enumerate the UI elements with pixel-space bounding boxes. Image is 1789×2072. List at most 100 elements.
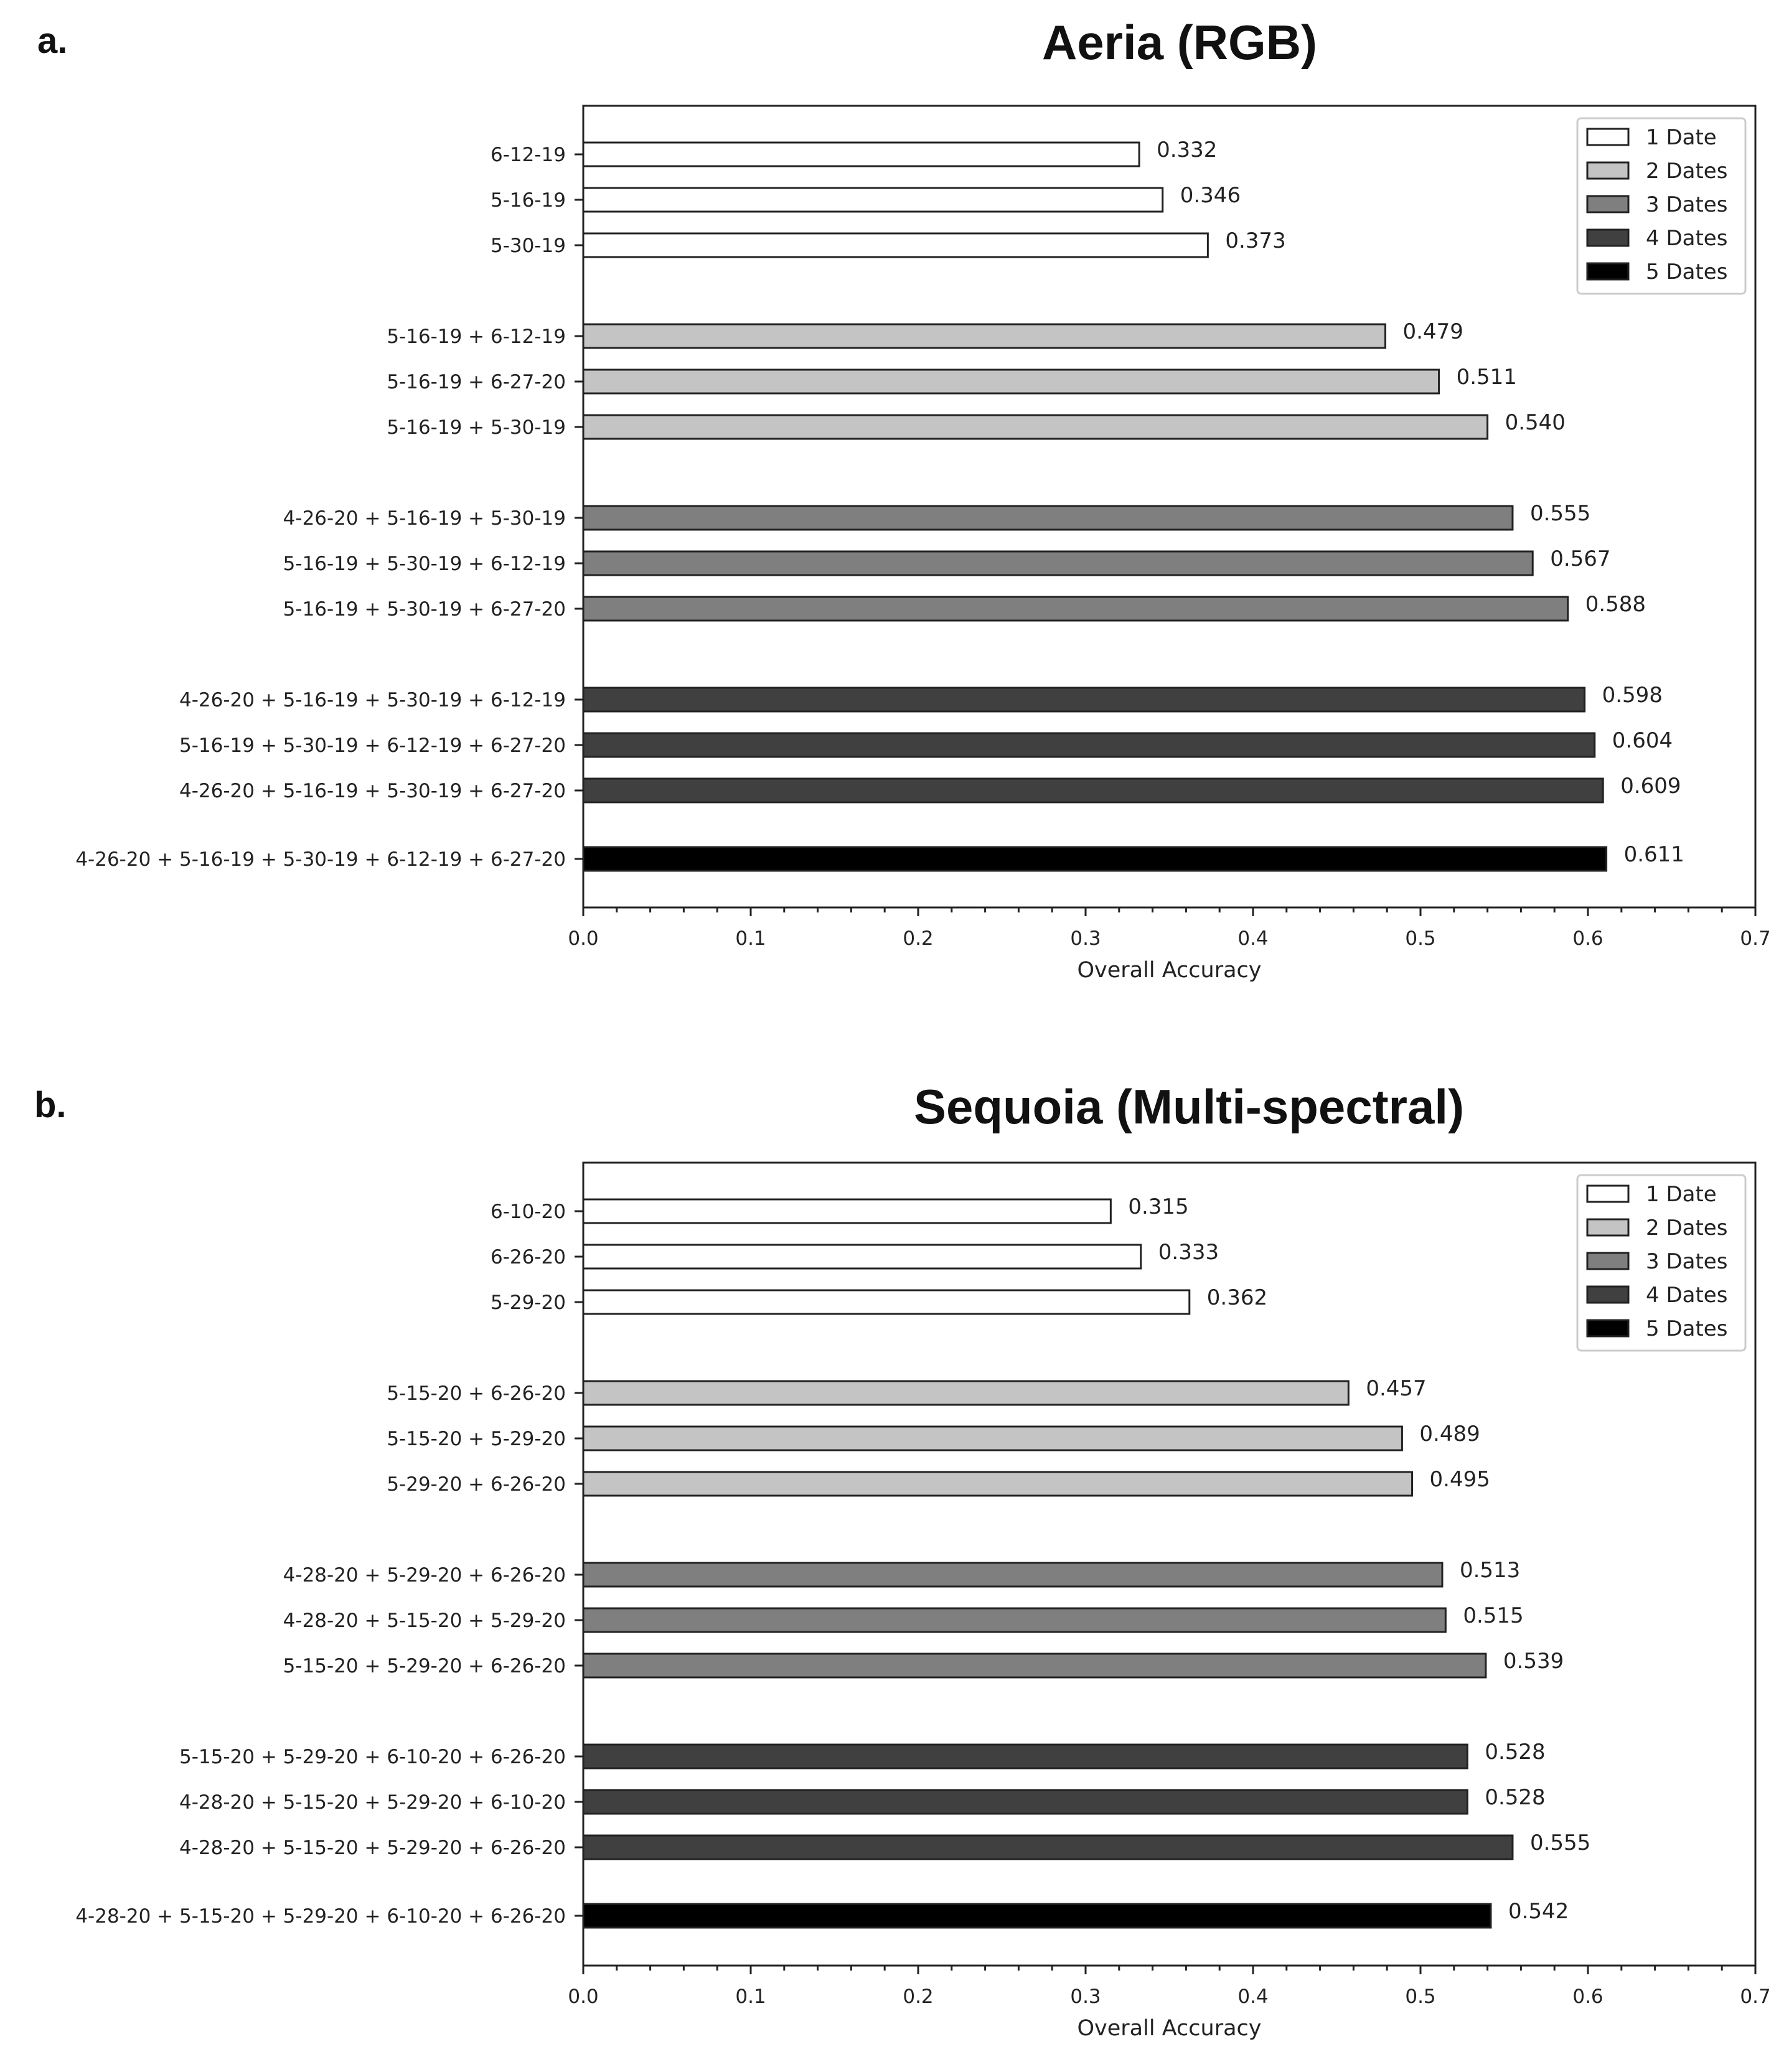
bar-value-label: 0.457 (1366, 1376, 1426, 1401)
bar-value-label: 0.567 (1550, 546, 1610, 571)
bar-value-label: 0.539 (1503, 1649, 1564, 1674)
bar-value-label: 0.489 (1419, 1422, 1480, 1446)
legend-swatch (1586, 161, 1630, 180)
y-tick-label: 5-29-20 (491, 1291, 566, 1314)
x-tick-label: 0.6 (1572, 1985, 1603, 2008)
y-tick-label: 5-16-19 + 6-27-20 (387, 371, 566, 393)
chart-title: Sequoia (Multi-spectral) (914, 1079, 1464, 1134)
bar (582, 187, 1164, 213)
bar (582, 1380, 1350, 1406)
bar (582, 414, 1489, 440)
bar (582, 777, 1604, 804)
y-tick-label: 4-28-20 + 5-15-20 + 5-29-20 + 6-10-20 (179, 1791, 566, 1814)
legend-swatch (1586, 1319, 1630, 1338)
bar (582, 1562, 1444, 1588)
x-tick-label: 0.7 (1740, 1985, 1770, 2008)
x-tick-label: 0.2 (903, 1985, 933, 2008)
y-tick-label: 4-28-20 + 5-15-20 + 5-29-20 + 6-26-20 (179, 1837, 566, 1859)
bar-value-label: 0.540 (1505, 410, 1566, 435)
legend-label: 3 Dates (1646, 1249, 1727, 1274)
bar-value-label: 0.479 (1403, 319, 1463, 344)
bar-value-label: 0.528 (1485, 1785, 1545, 1810)
bar-value-label: 0.315 (1128, 1194, 1188, 1219)
bar (582, 1789, 1468, 1815)
y-tick-label: 4-26-20 + 5-16-19 + 5-30-19 + 6-27-20 (179, 780, 566, 802)
panel-b: b. Sequoia (Multi-spectral) 0.0 0.1 0.2 0.3 0.… (34, 1079, 1771, 2041)
y-tick-label: 4-26-20 + 5-16-19 + 5-30-19 + 6-12-19 (179, 689, 566, 711)
x-tick-label: 0.2 (903, 927, 933, 950)
x-axis-label: Overall Accuracy (1078, 958, 1262, 983)
panel-label: a. (37, 21, 67, 61)
y-tick-label: 4-26-20 + 5-16-19 + 5-30-19 + 6-12-19 + … (75, 848, 566, 871)
bar (582, 141, 1140, 167)
y-tick-label: 5-15-20 + 5-29-20 + 6-10-20 + 6-26-20 (179, 1746, 566, 1768)
y-tick-label: 4-28-20 + 5-29-20 + 6-26-20 (283, 1564, 566, 1587)
bar-value-label: 0.495 (1430, 1467, 1490, 1492)
legend-swatch (1586, 128, 1630, 146)
legend-label: 4 Dates (1646, 1283, 1727, 1308)
y-tick-label: 5-29-20 + 6-26-20 (387, 1473, 566, 1496)
legend: 1 Date 2 Dates 3 Dates 4 Dates 5 Dates (1576, 117, 1747, 295)
y-tick-label: 5-16-19 + 5-30-19 + 6-12-19 + 6-27-20 (179, 734, 566, 757)
y-tick-label: 4-28-20 + 5-15-20 + 5-29-20 + 6-10-20 + … (75, 1905, 566, 1928)
legend: 1 Date 2 Dates 3 Dates 4 Dates 5 Dates (1576, 1174, 1747, 1352)
y-tick-label: 5-16-19 (491, 189, 566, 212)
chart-title: Aeria (RGB) (1042, 15, 1317, 70)
legend-swatch (1586, 1285, 1630, 1304)
x-tick-label: 0.5 (1405, 1985, 1435, 2008)
bar (582, 1743, 1468, 1770)
panel-a: a. Aeria (RGB) 0.0 0.1 0.2 0.3 0.4 0.5 0.6 0.7 Ove… (37, 15, 1771, 983)
legend-label: 1 Date (1646, 125, 1717, 150)
bar (582, 550, 1534, 576)
panel-label: b. (34, 1085, 67, 1125)
x-tick-label: 0.0 (568, 1985, 598, 2008)
bar-value-label: 0.513 (1460, 1558, 1520, 1583)
bar (582, 1607, 1447, 1633)
legend-swatch (1586, 262, 1630, 281)
x-tick-label: 0.5 (1405, 927, 1435, 950)
bar-value-label: 0.611 (1624, 842, 1684, 867)
x-tick-label: 0.4 (1237, 1985, 1268, 2008)
bar-value-label: 0.332 (1157, 138, 1217, 162)
bar (582, 732, 1596, 758)
bar (582, 1244, 1142, 1270)
bar-value-label: 0.333 (1158, 1240, 1219, 1265)
y-tick-label: 6-12-19 (491, 144, 566, 166)
x-tick-label: 0.6 (1572, 927, 1603, 950)
legend-swatch (1586, 195, 1630, 213)
legend-label: 3 Dates (1646, 192, 1727, 217)
x-tick-label: 0.4 (1237, 927, 1268, 950)
x-tick-label: 0.1 (735, 1985, 766, 2008)
y-tick-label: 5-30-19 (491, 235, 566, 257)
bar (582, 232, 1209, 258)
y-tick-label: 4-28-20 + 5-15-20 + 5-29-20 (283, 1610, 566, 1632)
legend-label: 5 Dates (1646, 260, 1727, 284)
y-tick-label: 5-16-19 + 5-30-19 (387, 416, 566, 439)
legend-label: 2 Dates (1646, 1216, 1727, 1240)
bar-value-label: 0.373 (1225, 228, 1285, 253)
y-tick-label: 4-26-20 + 5-16-19 + 5-30-19 (283, 507, 566, 530)
bar (582, 505, 1514, 531)
bar (582, 596, 1569, 622)
bar-value-label: 0.588 (1585, 592, 1646, 617)
legend-swatch (1586, 228, 1630, 247)
bar (582, 368, 1440, 395)
x-tick-label: 0.3 (1070, 1985, 1101, 2008)
y-tick-label: 5-15-20 + 5-29-20 + 6-26-20 (283, 1655, 566, 1677)
bar (582, 1652, 1487, 1679)
bar-value-label: 0.555 (1530, 501, 1590, 526)
legend-label: 5 Dates (1646, 1316, 1727, 1341)
legend-label: 1 Date (1646, 1182, 1717, 1207)
x-tick-label: 0.0 (568, 927, 598, 950)
bar-value-label: 0.511 (1457, 365, 1517, 390)
bar (582, 687, 1586, 713)
bar (582, 1834, 1514, 1860)
bar (582, 1903, 1492, 1929)
bar (582, 1289, 1191, 1315)
bar-value-label: 0.555 (1530, 1831, 1590, 1855)
bar (582, 1471, 1414, 1497)
legend-swatch (1586, 1252, 1630, 1270)
y-tick-label: 5-16-19 + 6-12-19 (387, 326, 566, 348)
legend-label: 4 Dates (1646, 226, 1727, 251)
